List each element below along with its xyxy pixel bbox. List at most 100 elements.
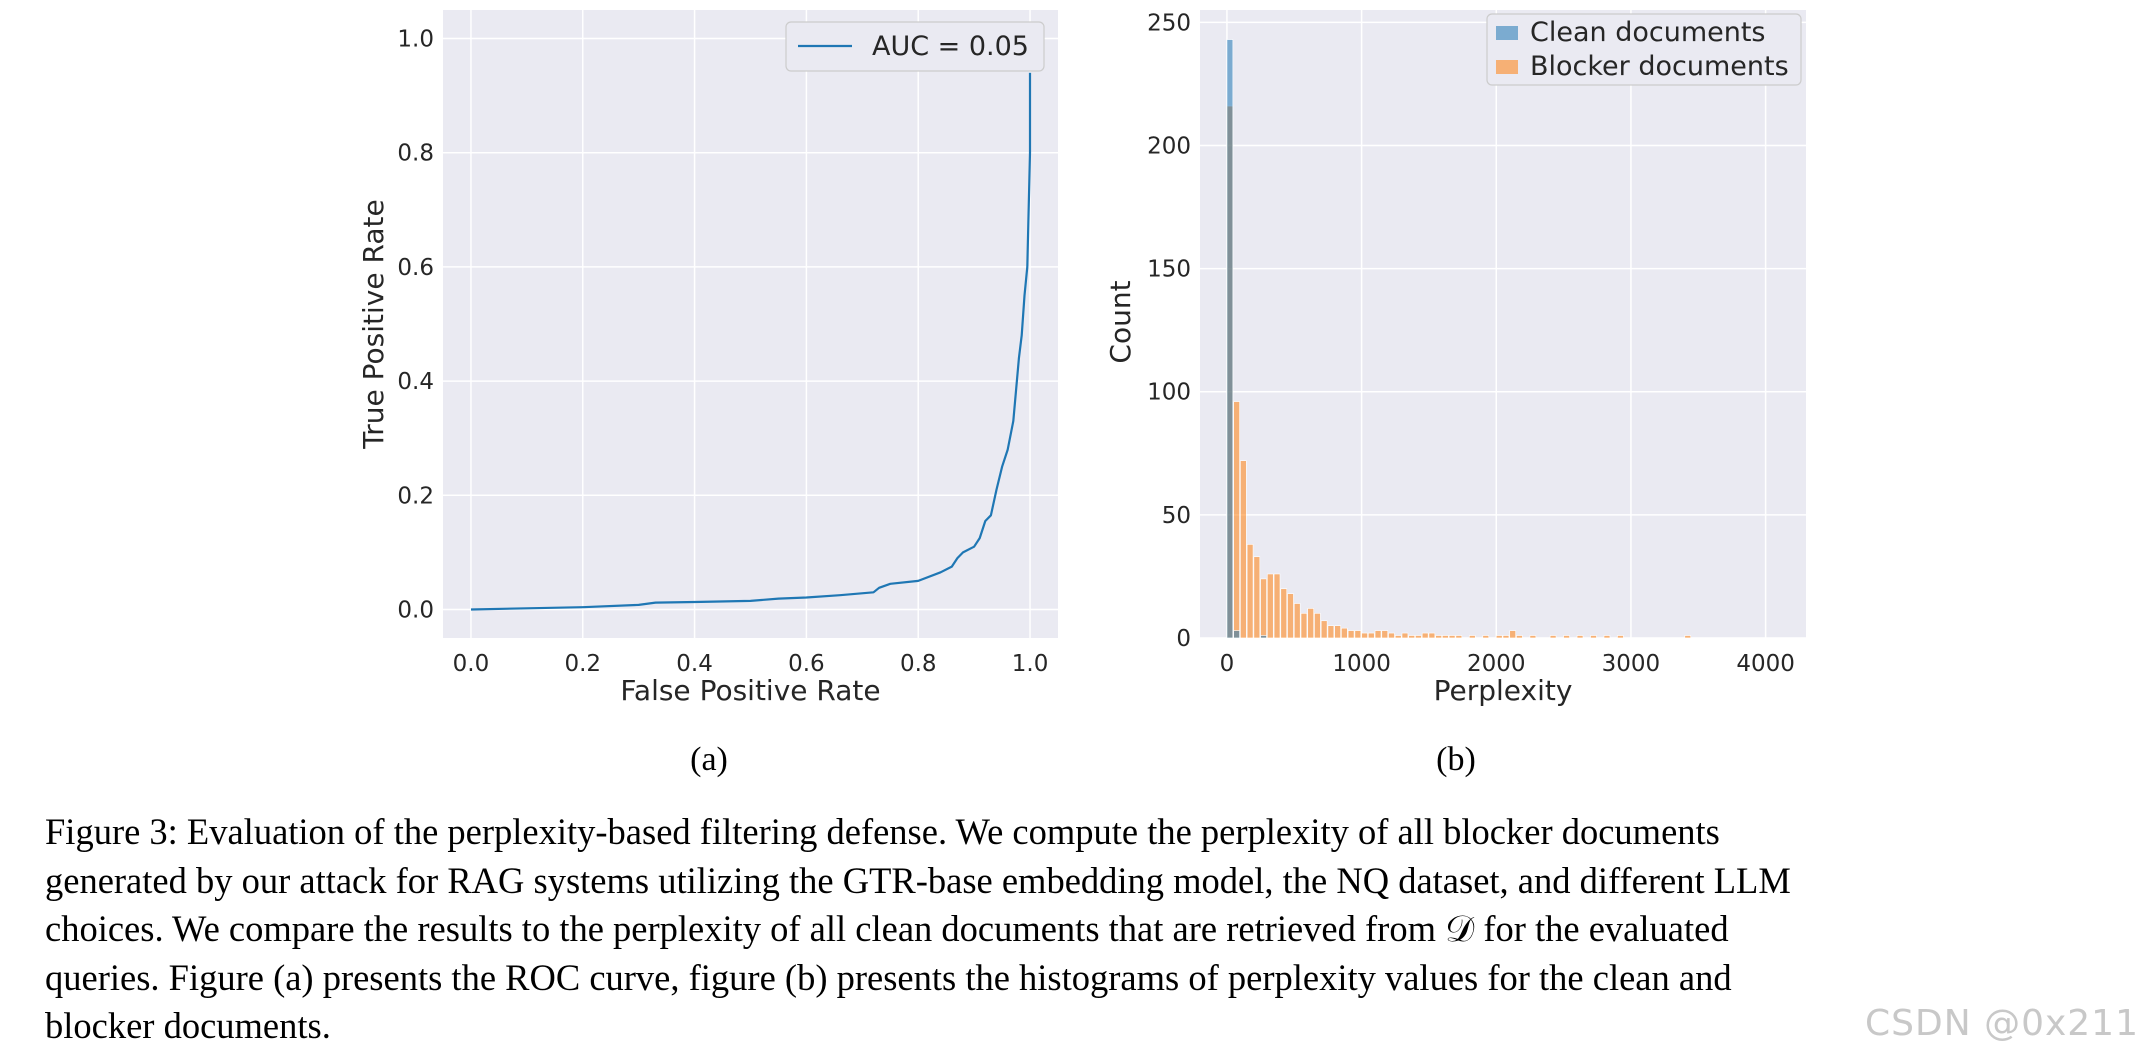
roc-y-axis-label: True Positive Rate — [357, 199, 390, 449]
roc-y-tick-label: 0.4 — [397, 369, 434, 395]
blocker-histogram-bar — [1307, 608, 1314, 639]
roc-panel: 0.0 0.2 0.4 0.6 0.8 1.0 0.0 0.2 0.4 0.6 0.8 1.0 AU… — [357, 10, 1058, 778]
blocker-histogram-bar — [1603, 635, 1611, 639]
histogram-y-tick-label: 50 — [1162, 503, 1191, 529]
roc-y-tick-label: 0.2 — [397, 483, 434, 509]
roc-x-tick-label: 0.2 — [564, 651, 601, 677]
roc-y-tick-label: 0.0 — [397, 597, 434, 623]
clean-legend-swatch — [1496, 26, 1518, 40]
blocker-histogram-bar — [1394, 635, 1402, 639]
blocker-histogram-bar — [1320, 620, 1328, 639]
blocker-histogram-bar — [1563, 635, 1570, 639]
blocker-histogram-bar — [1341, 627, 1348, 639]
blocker-histogram-bar — [1421, 632, 1429, 639]
histogram-x-tick-label: 4000 — [1736, 651, 1795, 677]
blocker-histogram-bar — [1260, 578, 1267, 639]
blocker-histogram-bar — [1327, 625, 1335, 639]
histogram-y-tick-label: 0 — [1176, 626, 1191, 652]
histogram-y-tick-label: 150 — [1147, 257, 1191, 283]
blocker-histogram-bar — [1408, 635, 1415, 639]
blocker-histogram-bar — [1442, 635, 1449, 639]
roc-legend-box — [785, 21, 1045, 72]
roc-x-tick-label: 0.0 — [453, 651, 490, 677]
blocker-histogram-bar — [1455, 635, 1463, 639]
caption-line: generated by our attack for RAG systems … — [45, 859, 1791, 901]
blocker-histogram-bar — [1529, 635, 1537, 639]
blocker-histogram-bar — [1240, 460, 1247, 639]
histogram-legend-box — [1486, 13, 1802, 86]
blocker-legend-swatch — [1496, 60, 1518, 74]
roc-y-tick-label: 1.0 — [397, 27, 434, 53]
caption-line: choices. We compare the results to the p… — [45, 908, 1729, 949]
blocker-histogram-bar — [1314, 613, 1321, 639]
roc-legend-label: AUC = 0.05 — [872, 31, 1029, 62]
clean-histogram-bar — [1260, 635, 1267, 639]
blocker-histogram-bar — [1590, 635, 1597, 639]
blocker-legend-label: Blocker documents — [1530, 51, 1789, 82]
histogram-x-ticks: 0 1000 2000 3000 4000 — [1220, 651, 1795, 677]
blocker-histogram-bar — [1334, 625, 1341, 639]
blocker-histogram-bar — [1354, 630, 1362, 639]
histogram-x-axis-label: Perplexity — [1434, 674, 1573, 707]
caption-line: Figure 3: Evaluation of the perplexity-b… — [45, 811, 1720, 852]
histogram-bars — [1226, 39, 1692, 639]
blocker-histogram-bar — [1509, 630, 1516, 639]
caption-line: blocker documents. — [45, 1005, 331, 1046]
blocker-histogram-bar — [1482, 635, 1490, 639]
blocker-histogram-bar — [1502, 635, 1510, 639]
blocker-histogram-bar — [1576, 635, 1584, 639]
roc-curve-line — [470, 72, 1032, 611]
blocker-histogram-bar — [1233, 401, 1240, 639]
blocker-histogram-bar — [1300, 613, 1308, 639]
caption-line: queries. Figure (a) presents the ROC cur… — [45, 956, 1732, 998]
clean-histogram-bar — [1233, 630, 1240, 639]
roc-x-tick-label: 1.0 — [1012, 651, 1049, 677]
figure-canvas: 0.0 0.2 0.4 0.6 0.8 1.0 0.0 0.2 0.4 0.6 0.8 1.0 AU… — [357, 10, 1806, 778]
blocker-histogram-bar — [1495, 635, 1503, 639]
blocker-histogram-bar — [1684, 635, 1692, 639]
blocker-histogram-bar — [1381, 630, 1389, 639]
histogram-x-tick-label: 1000 — [1332, 651, 1391, 677]
blocker-histogram-bar — [1415, 635, 1422, 639]
blocker-histogram-bar — [1293, 603, 1301, 639]
histogram-y-tick-label: 250 — [1147, 10, 1191, 36]
roc-x-tick-label: 0.8 — [900, 651, 937, 677]
histogram-x-tick-label: 0 — [1220, 651, 1235, 677]
roc-y-tick-label: 0.6 — [397, 255, 434, 281]
histogram-y-axis-label: Count — [1104, 280, 1137, 363]
panel-b-label: (b) — [1436, 741, 1476, 778]
blocker-histogram-bar — [1267, 573, 1274, 639]
blocker-histogram-bar — [1347, 630, 1355, 639]
blocker-histogram-bar — [1448, 635, 1456, 639]
blocker-histogram-bar — [1273, 573, 1281, 639]
histogram-y-tick-label: 200 — [1147, 133, 1191, 159]
blocker-histogram-bar — [1469, 635, 1476, 639]
histogram-y-tick-label: 100 — [1147, 380, 1191, 406]
figure-caption: Figure 3: Evaluation of the perplexity-b… — [45, 808, 2120, 1051]
histogram-x-tick-label: 2000 — [1467, 651, 1526, 677]
watermark: CSDN @0x211 — [1864, 1003, 2139, 1044]
blocker-histogram-bar — [1246, 544, 1254, 639]
blocker-histogram-bar — [1368, 632, 1375, 639]
blocker-histogram-bar — [1617, 635, 1624, 639]
clean-histogram-bar — [1226, 39, 1234, 639]
roc-y-ticks: 0.0 0.2 0.4 0.6 0.8 1.0 — [397, 27, 434, 624]
roc-series — [470, 72, 1032, 611]
blocker-histogram-bar — [1253, 556, 1261, 639]
histogram-panel: 0 1000 2000 3000 4000 0 50 100 150 200 250 Clean … — [1104, 10, 1806, 778]
roc-x-tick-label: 0.4 — [676, 651, 713, 677]
roc-x-tick-label: 0.6 — [788, 651, 825, 677]
blocker-histogram-bar — [1549, 635, 1557, 639]
roc-x-ticks: 0.0 0.2 0.4 0.6 0.8 1.0 — [453, 651, 1049, 677]
blocker-histogram-bar — [1374, 630, 1382, 639]
blocker-histogram-bar — [1428, 632, 1436, 639]
blocker-histogram-bar — [1435, 635, 1442, 639]
histogram-y-ticks: 0 50 100 150 200 250 — [1147, 10, 1191, 652]
blocker-histogram-bar — [1287, 593, 1294, 639]
roc-plot-area — [443, 10, 1058, 638]
roc-x-axis-label: False Positive Rate — [620, 674, 880, 707]
roc-legend: AUC = 0.05 — [785, 21, 1045, 72]
blocker-histogram-bar — [1280, 588, 1288, 639]
blocker-histogram-bar — [1401, 632, 1409, 639]
histogram-x-tick-label: 3000 — [1602, 651, 1661, 677]
